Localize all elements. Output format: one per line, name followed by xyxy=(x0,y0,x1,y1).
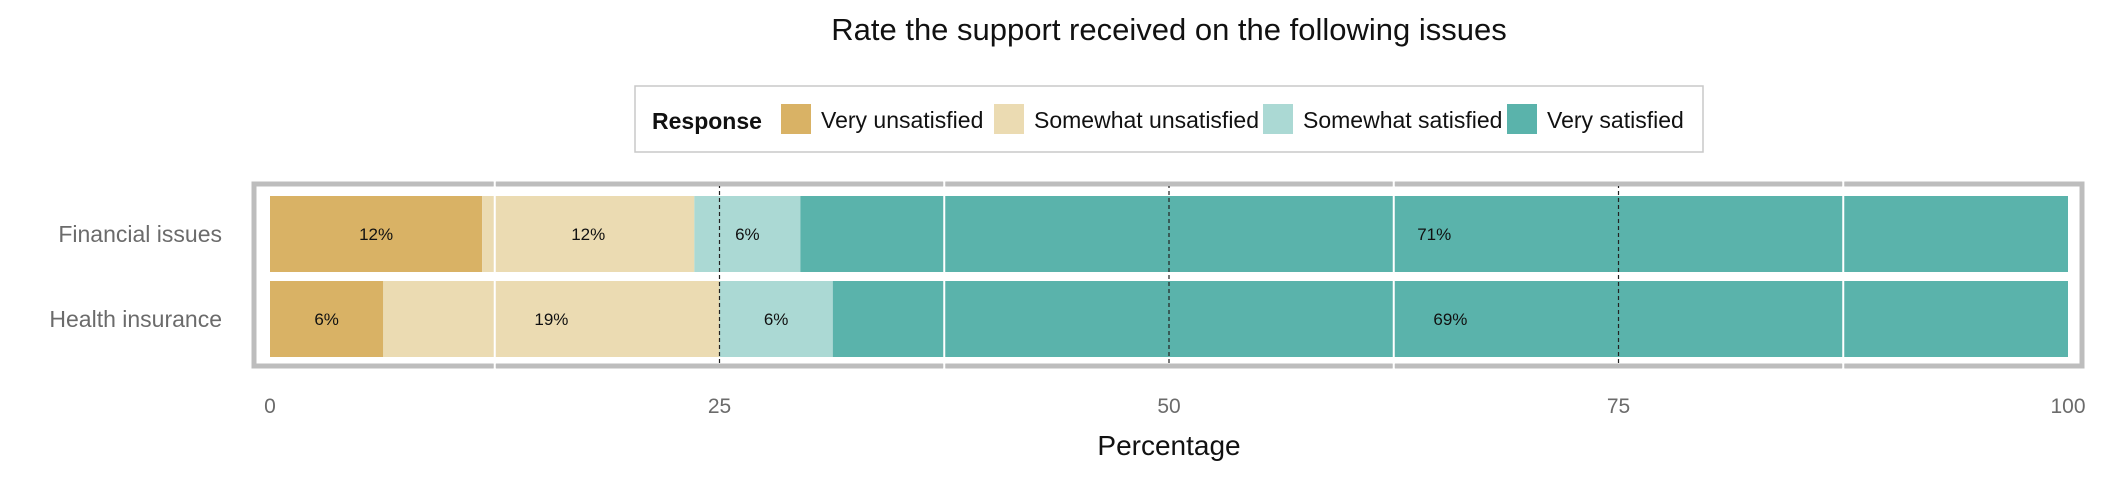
x-tick-label: 50 xyxy=(1157,395,1180,418)
data-label: 6% xyxy=(764,310,789,329)
legend-label: Somewhat unsatisfied xyxy=(1034,107,1259,133)
gridlines xyxy=(493,180,1845,370)
bar-segment xyxy=(719,281,833,357)
bar-segment xyxy=(832,281,2069,357)
legend-label: Very unsatisfied xyxy=(821,107,983,133)
bar-segment xyxy=(800,196,2069,272)
chart-title: Rate the support received on the followi… xyxy=(831,12,1507,47)
x-axis: 0 25 50 75 100 xyxy=(264,395,2085,418)
data-label: 12% xyxy=(571,225,605,244)
bar-segment xyxy=(383,281,720,357)
legend-title: Response xyxy=(652,108,762,134)
data-label: 6% xyxy=(314,310,339,329)
bars: 12% 12% 6% 71% 6% 19% 6% 69% xyxy=(270,196,2069,357)
legend-swatch xyxy=(1507,104,1537,134)
data-label: 12% xyxy=(359,225,393,244)
bar-segment xyxy=(270,281,384,357)
legend-swatch xyxy=(994,104,1024,134)
legend-swatch xyxy=(1263,104,1293,134)
bar-segment xyxy=(270,196,483,272)
x-tick-label: 75 xyxy=(1607,395,1630,418)
legend-label: Very satisfied xyxy=(1547,107,1684,133)
bar-segment xyxy=(482,196,695,272)
legend: Response Very unsatisfied Somewhat unsatis… xyxy=(634,85,1704,153)
legend-label: Somewhat satisfied xyxy=(1303,107,1502,133)
frame-notches xyxy=(493,181,1845,369)
y-tick-label: Financial issues xyxy=(58,221,222,247)
x-tick-label: 25 xyxy=(708,395,731,418)
legend-swatch xyxy=(781,104,811,134)
panel-border xyxy=(252,182,2084,368)
bar-segment xyxy=(694,196,801,272)
y-tick-label: Health insurance xyxy=(49,306,222,332)
x-tick-label: 100 xyxy=(2050,395,2085,418)
data-label: 19% xyxy=(534,310,568,329)
y-axis: Financial issues Health insurance xyxy=(49,221,222,332)
x-axis-label: Percentage xyxy=(1097,430,1240,461)
data-label: 6% xyxy=(735,225,760,244)
reference-lines xyxy=(718,184,1620,366)
data-label: 69% xyxy=(1433,310,1467,329)
data-label: 71% xyxy=(1417,225,1451,244)
x-tick-label: 0 xyxy=(264,395,276,418)
